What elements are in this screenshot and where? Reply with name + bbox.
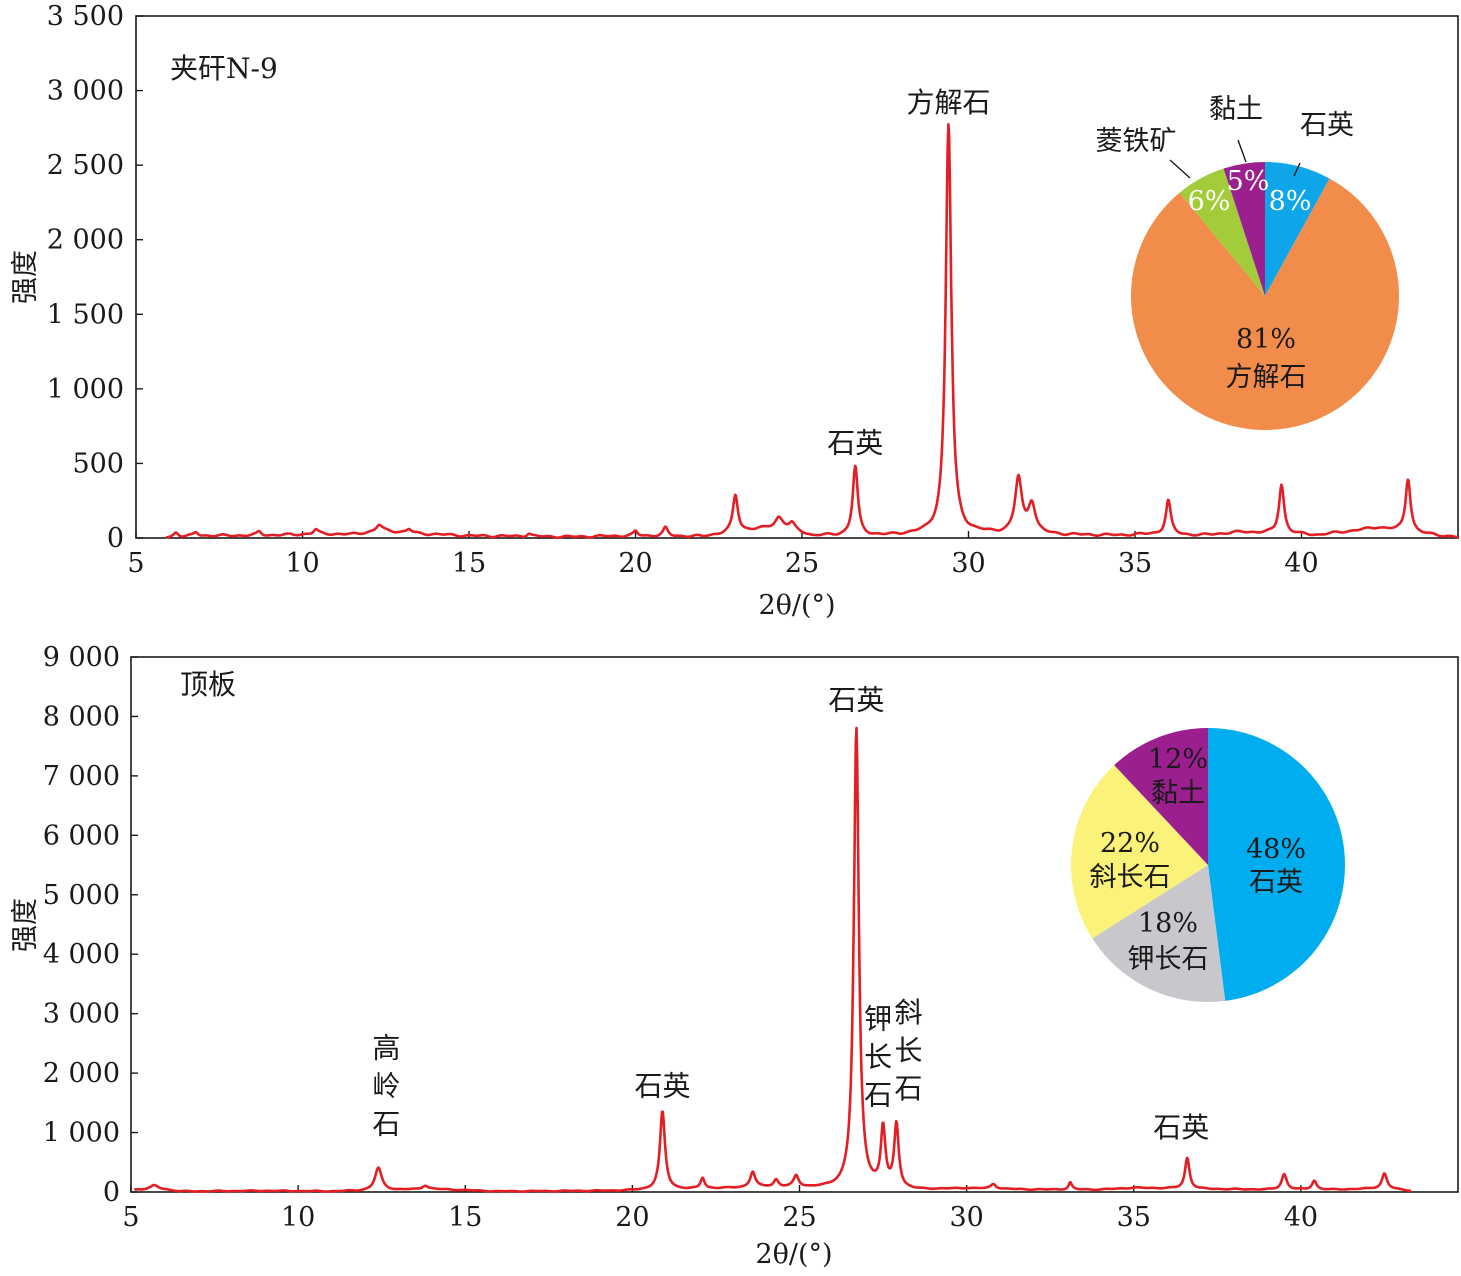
x-tick-label: 40 [1284, 548, 1318, 579]
y-tick-label: 2 000 [47, 225, 124, 256]
pie-slice [1179, 168, 1265, 296]
pie-slice [1223, 162, 1265, 296]
pie-value-label: 8% [1269, 186, 1312, 217]
panel-roof-xrd: 5 10 15 20 25 30 35 40 0 1 000 2 000 3 000 4 000 5 00… [10, 642, 1459, 1270]
y-tick-label: 3 500 [47, 1, 124, 32]
peak-label: 石英 [828, 683, 884, 716]
pie-value-label: 6% [1188, 186, 1231, 217]
x-tick-label: 10 [285, 548, 319, 579]
axes: 5 10 15 20 25 30 35 40 0 1 000 2 000 3 000 4 000 5 00… [43, 642, 1318, 1233]
y-tick-label: 5 000 [43, 880, 120, 911]
peak-label: 斜 [894, 996, 922, 1029]
x-tick-label: 35 [1118, 548, 1152, 579]
peak-label: 长 [864, 1041, 892, 1074]
pie-slice [1208, 728, 1346, 1001]
xrd-line [165, 123, 1459, 539]
y-axis-title: 强度 [10, 898, 41, 952]
x-tick-label: 25 [785, 548, 819, 579]
y-tick-label: 7 000 [43, 761, 120, 792]
peak-label: 方解石 [907, 86, 991, 119]
pie-value-label: 48% [1246, 834, 1306, 865]
pie-value-label: 81% [1236, 324, 1296, 355]
peak-label: 岭 [372, 1069, 400, 1102]
peak-label: 石英 [1153, 1111, 1209, 1144]
peak-label: 石 [864, 1079, 892, 1112]
y-tick-label: 3 000 [47, 76, 124, 107]
plot-frame [130, 656, 1459, 1193]
x-tick-label: 5 [122, 1202, 139, 1233]
panel-label: 顶板 [180, 668, 236, 701]
panel-interlayer-xrd: 5 10 15 20 25 30 35 40 0 500 1 000 1 500 2 000 2 500 3… [10, 1, 1459, 621]
x-tick-label: 20 [618, 548, 652, 579]
y-tick-label: 500 [72, 448, 124, 479]
x-axis-title: 2θ/(°) [755, 1239, 832, 1270]
y-tick-label: 4 000 [43, 939, 120, 970]
pie-slice [1071, 765, 1208, 939]
pie-slice [1114, 728, 1208, 865]
axes: 5 10 15 20 25 30 35 40 0 500 1 000 1 500 2 000 2 500 3… [47, 1, 1319, 579]
pie-value-label: 22% [1100, 828, 1160, 859]
pie-category-label: 黏土 [1209, 94, 1263, 125]
x-tick-label: 30 [951, 548, 985, 579]
pie-slice [1265, 162, 1330, 296]
peak-label: 高 [372, 1031, 400, 1064]
pie-category-label: 石英 [1300, 110, 1354, 141]
x-tick-label: 40 [1284, 1202, 1318, 1233]
x-axis-title: 2θ/(°) [758, 590, 835, 621]
peak-label: 钾 [864, 1003, 892, 1036]
pie-category-label: 钾长石 [1128, 944, 1209, 975]
xrd-line [133, 726, 1412, 1193]
y-tick-label: 3 000 [43, 999, 120, 1030]
peak-label: 长 [894, 1034, 922, 1067]
panel-label: 夹矸N-9 [170, 52, 278, 85]
pie-slice [1131, 178, 1400, 430]
pie-category-label: 菱铁矿 [1096, 126, 1177, 157]
peak-label: 石 [894, 1072, 922, 1105]
y-tick-label: 2 000 [43, 1058, 120, 1089]
pie-value-label: 5% [1227, 166, 1270, 197]
y-tick-label: 1 000 [43, 1118, 120, 1149]
y-tick-label: 0 [103, 1177, 120, 1208]
pie-slice [1092, 865, 1226, 1002]
x-tick-label: 15 [448, 1202, 482, 1233]
y-tick-label: 6 000 [43, 820, 120, 851]
leader-line [1237, 139, 1247, 163]
leader-line [1169, 159, 1191, 179]
y-axis-title: 强度 [10, 250, 41, 304]
x-tick-label: 30 [949, 1202, 983, 1233]
y-tick-label: 1 500 [47, 299, 124, 330]
mineral-pie: 48%石英 18% 钾长石 22%斜长石 12%黏土 [1071, 728, 1346, 1002]
y-tick-label: 8 000 [43, 701, 120, 732]
pie-category-label: 斜长石 [1090, 862, 1171, 893]
pie-value-label: 18% [1138, 908, 1198, 939]
peak-label: 石英 [827, 427, 883, 460]
x-tick-label: 5 [127, 548, 144, 579]
x-tick-label: 15 [452, 548, 486, 579]
x-tick-label: 35 [1117, 1202, 1151, 1233]
pie-value-label: 12% [1148, 744, 1208, 775]
y-tick-label: 2 500 [47, 150, 124, 181]
peak-label: 石 [372, 1107, 400, 1140]
plot-frame [135, 15, 1459, 539]
mineral-pie: 8% 石英 81% 方解石 6% 菱铁矿 5% 黏土 [1096, 94, 1400, 430]
x-tick-label: 10 [281, 1202, 315, 1233]
x-tick-label: 25 [782, 1202, 816, 1233]
peak-label: 石英 [634, 1070, 690, 1103]
y-tick-label: 9 000 [43, 642, 120, 673]
pie-category-label: 黏土 [1151, 778, 1205, 809]
pie-category-label: 方解石 [1226, 362, 1307, 393]
y-tick-label: 1 000 [47, 374, 124, 405]
leader-line [1293, 162, 1301, 177]
x-tick-label: 20 [615, 1202, 649, 1233]
y-tick-label: 0 [107, 523, 124, 554]
pie-category-label: 石英 [1249, 867, 1303, 898]
